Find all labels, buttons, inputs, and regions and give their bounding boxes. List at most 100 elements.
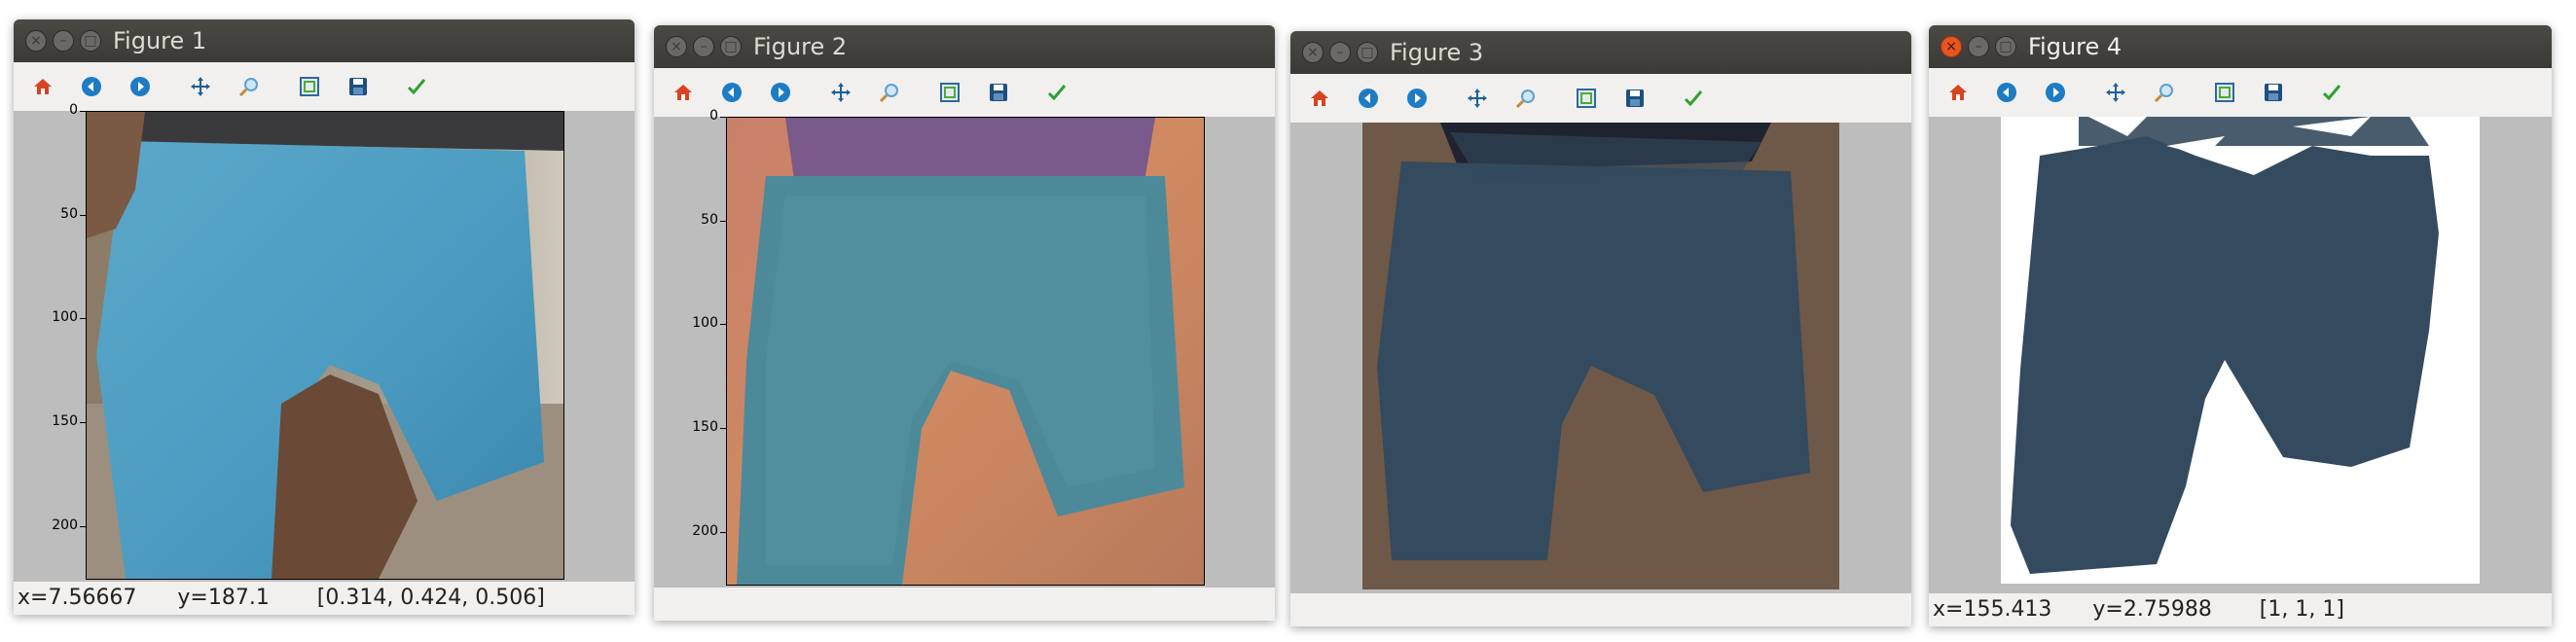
maximize-button[interactable]: □: [720, 36, 742, 57]
zoom-icon: [238, 78, 258, 97]
subplots-icon: [2215, 83, 2234, 102]
toolbar: [654, 68, 1275, 117]
subplots-button[interactable]: [298, 75, 321, 98]
back-icon: [1359, 89, 1378, 108]
save-button[interactable]: [1623, 87, 1647, 110]
image-axes[interactable]: [2001, 117, 2480, 584]
edit-button[interactable]: [2320, 81, 2343, 104]
image-axes[interactable]: [86, 111, 564, 580]
status-bar: x=7.56667 y=187.1 [0.314, 0.424, 0.506]: [14, 582, 635, 615]
close-button[interactable]: ×: [25, 30, 47, 52]
save-button[interactable]: [987, 81, 1010, 104]
segmented-image: [1362, 123, 1839, 589]
maximize-button[interactable]: □: [80, 30, 101, 52]
y-tick-mark: [720, 531, 726, 533]
zoom-button[interactable]: [878, 81, 901, 104]
minimize-button[interactable]: –: [53, 30, 74, 52]
back-button[interactable]: [1357, 87, 1380, 110]
toolbar: [1929, 68, 2552, 117]
close-button[interactable]: ×: [1941, 36, 1962, 57]
back-button[interactable]: [720, 81, 744, 104]
y-tick-mark: [720, 117, 726, 118]
subplots-icon: [940, 83, 960, 102]
save-icon: [1626, 89, 1644, 107]
back-button[interactable]: [80, 75, 103, 98]
back-button[interactable]: [1995, 81, 2018, 104]
zoom-button[interactable]: [237, 75, 261, 98]
y-tick-mark: [80, 525, 86, 527]
y-tick-mark: [80, 214, 86, 216]
home-button[interactable]: [31, 75, 54, 98]
status-bar: [1290, 593, 1911, 626]
close-button[interactable]: ×: [666, 36, 687, 57]
y-tick-label: 200: [692, 522, 718, 539]
pan-icon: [831, 83, 851, 102]
y-tick-label: 50: [60, 205, 78, 222]
edit-button[interactable]: [1045, 81, 1069, 104]
forward-icon: [1407, 89, 1427, 108]
toolbar: [14, 62, 635, 111]
pan-icon: [1468, 89, 1487, 108]
forward-icon: [2046, 83, 2065, 102]
save-icon: [2265, 84, 2282, 101]
pan-button[interactable]: [2104, 81, 2127, 104]
y-tick-mark: [80, 111, 86, 112]
home-icon: [1311, 90, 1328, 106]
minimize-button[interactable]: –: [693, 36, 714, 57]
edit-icon: [407, 79, 426, 95]
home-button[interactable]: [1946, 81, 1970, 104]
title-bar[interactable]: × – □ Figure 1: [14, 19, 635, 62]
y-tick-label: 100: [692, 315, 718, 332]
edit-button[interactable]: [1682, 87, 1705, 110]
hsv-image: [727, 118, 1204, 585]
save-icon: [349, 78, 367, 95]
zoom-icon: [2154, 84, 2173, 103]
subplots-icon: [1577, 89, 1596, 108]
maximize-button[interactable]: □: [1357, 42, 1378, 63]
title-bar[interactable]: × – □ Figure 4: [1929, 25, 2552, 68]
home-icon: [34, 79, 52, 94]
title-bar[interactable]: × – □ Figure 3: [1290, 31, 1911, 74]
minimize-button[interactable]: –: [1968, 36, 1989, 57]
image-axes[interactable]: [1362, 123, 1839, 589]
save-button[interactable]: [2262, 81, 2285, 104]
forward-button[interactable]: [2044, 81, 2067, 104]
y-tick-label: 150: [692, 419, 718, 435]
pan-button[interactable]: [1466, 87, 1489, 110]
forward-button[interactable]: [1405, 87, 1429, 110]
home-button[interactable]: [671, 81, 695, 104]
subplots-button[interactable]: [2213, 81, 2236, 104]
forward-button[interactable]: [128, 75, 152, 98]
forward-button[interactable]: [769, 81, 792, 104]
plot-area: [1929, 117, 2552, 593]
y-tick-label: 50: [701, 211, 718, 228]
close-button[interactable]: ×: [1302, 42, 1324, 63]
edit-button[interactable]: [405, 75, 428, 98]
home-icon: [674, 85, 692, 100]
image-axes[interactable]: [726, 117, 1205, 586]
figure-4-window: × – □ Figure 4 x=155.413 y=2.75988 [1, 1…: [1929, 25, 2552, 626]
minimize-button[interactable]: –: [1329, 42, 1351, 63]
figure-3-window: × – □ Figure 3: [1290, 31, 1911, 626]
window-title: Figure 3: [1390, 39, 1484, 66]
zoom-button[interactable]: [1514, 87, 1538, 110]
subplots-button[interactable]: [1575, 87, 1598, 110]
y-tick-mark: [80, 422, 86, 423]
home-button[interactable]: [1308, 87, 1331, 110]
mask-image: [2001, 117, 2480, 584]
forward-icon: [130, 77, 150, 96]
zoom-button[interactable]: [2153, 81, 2176, 104]
save-button[interactable]: [346, 75, 370, 98]
y-tick-label: 150: [52, 413, 78, 429]
coordinate-readout: x=7.56667 y=187.1 [0.314, 0.424, 0.506]: [18, 586, 545, 610]
plot-area: [1290, 123, 1911, 593]
back-icon: [1997, 83, 2016, 102]
forward-icon: [771, 83, 790, 102]
pan-button[interactable]: [189, 75, 212, 98]
subplots-button[interactable]: [938, 81, 961, 104]
title-bar[interactable]: × – □ Figure 2: [654, 25, 1275, 68]
pan-button[interactable]: [829, 81, 853, 104]
maximize-button[interactable]: □: [1995, 36, 2016, 57]
subplots-icon: [300, 77, 319, 96]
status-bar: x=155.413 y=2.75988 [1, 1, 1]: [1929, 593, 2552, 626]
